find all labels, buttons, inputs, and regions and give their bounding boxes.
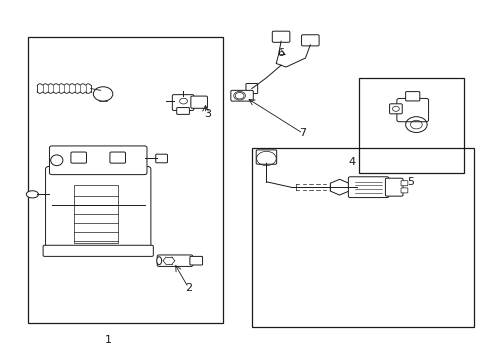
Ellipse shape: [51, 155, 63, 166]
Text: 4: 4: [347, 157, 355, 167]
Ellipse shape: [26, 191, 39, 198]
Text: 1: 1: [104, 334, 111, 345]
FancyBboxPatch shape: [347, 177, 388, 198]
FancyBboxPatch shape: [272, 31, 289, 42]
Bar: [74, 185, 118, 243]
FancyBboxPatch shape: [389, 104, 402, 114]
FancyBboxPatch shape: [245, 84, 257, 94]
Bar: [27, 37, 222, 323]
FancyBboxPatch shape: [405, 91, 419, 101]
Ellipse shape: [157, 257, 161, 265]
Text: 3: 3: [204, 109, 211, 119]
FancyBboxPatch shape: [230, 90, 253, 101]
FancyBboxPatch shape: [45, 166, 151, 251]
Text: 2: 2: [184, 283, 192, 293]
Text: 5: 5: [406, 177, 413, 187]
FancyBboxPatch shape: [43, 245, 153, 256]
Bar: [251, 148, 473, 327]
FancyBboxPatch shape: [396, 98, 427, 122]
FancyBboxPatch shape: [301, 35, 319, 46]
Text: 6: 6: [277, 48, 284, 58]
FancyBboxPatch shape: [385, 178, 402, 196]
FancyBboxPatch shape: [400, 188, 407, 193]
Bar: [358, 78, 463, 173]
FancyBboxPatch shape: [189, 256, 202, 265]
FancyBboxPatch shape: [49, 146, 147, 175]
FancyBboxPatch shape: [156, 154, 167, 163]
FancyBboxPatch shape: [256, 150, 276, 164]
FancyBboxPatch shape: [176, 108, 189, 114]
FancyBboxPatch shape: [400, 181, 407, 186]
FancyBboxPatch shape: [172, 95, 193, 111]
Text: 7: 7: [299, 129, 306, 138]
FancyBboxPatch shape: [110, 152, 125, 163]
FancyBboxPatch shape: [71, 152, 86, 163]
FancyBboxPatch shape: [157, 255, 192, 266]
FancyBboxPatch shape: [190, 96, 207, 108]
